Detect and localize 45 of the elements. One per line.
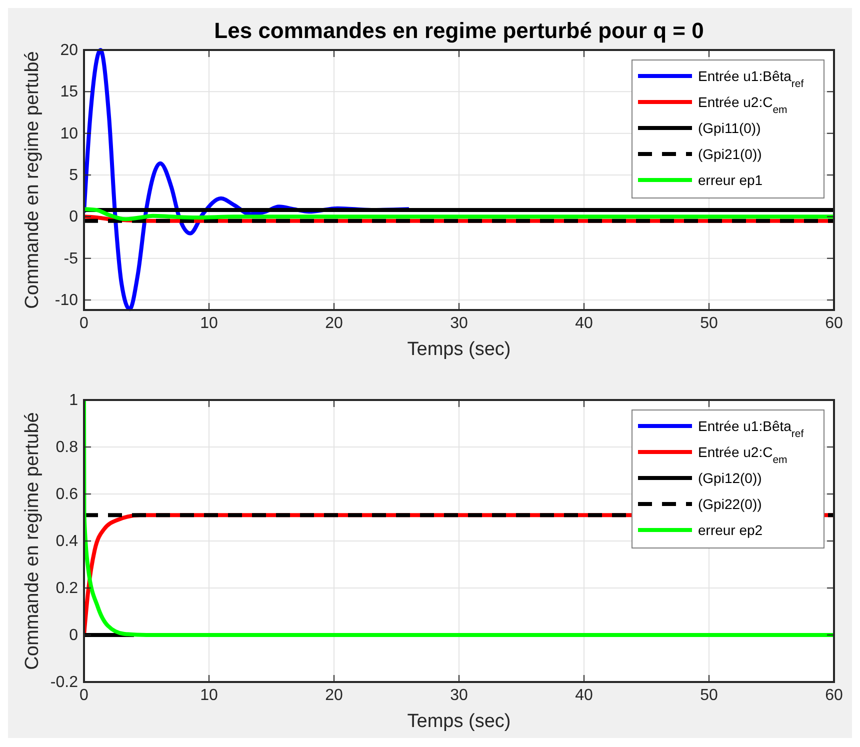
legend-label: (Gpi21(0)) [698, 146, 762, 162]
y-tick-label: 0.2 [56, 580, 78, 597]
legend-label: (Gpi11(0)) [698, 120, 761, 136]
legend-label: Entrée u1:Bêta$_{ref}$ [698, 68, 804, 90]
line-series [84, 207, 834, 222]
legend-label: erreur ep1 [698, 172, 763, 188]
legend-label: erreur ep2 [698, 522, 763, 538]
x-tick-label: 40 [575, 687, 593, 704]
y-tick-label: 15 [60, 84, 78, 101]
x-tick-label: 10 [200, 687, 218, 704]
x-tick-label: 40 [575, 315, 593, 332]
y-tick-label: 0.8 [56, 439, 78, 456]
y-tick-label: 0.4 [56, 533, 78, 550]
x-tick-label: 20 [325, 687, 343, 704]
y-tick-label: 20 [60, 42, 78, 59]
y-tick-label: -5 [64, 250, 78, 268]
x-tick-label: 50 [700, 315, 718, 332]
x-tick-label: 60 [825, 687, 843, 704]
y-tick-label: 0.6 [56, 486, 78, 503]
x-tick-label: 20 [325, 315, 343, 332]
legend-label: Entrée u1:Bêta$_{ref}$ [698, 418, 804, 440]
y-tick-label: -10 [54, 292, 78, 309]
legend-label: (Gpi12(0)) [698, 470, 762, 486]
legend-label: Entrée u2:C$_{em}$ [698, 444, 788, 466]
x-tick-label: 10 [200, 315, 218, 332]
x-tick-label: 50 [700, 687, 718, 704]
y-tick-label: 1 [69, 392, 78, 409]
x-tick-label: 30 [450, 687, 468, 704]
y-tick-label: 0 [69, 627, 78, 644]
legend-label: Entrée u2:C$_{em}$ [698, 94, 788, 116]
y-axis-title: Commande en regime pertubé [22, 412, 43, 670]
x-axis-title: Temps (sec) [407, 711, 511, 732]
x-tick-label: 0 [80, 315, 89, 332]
chart-title: Les commandes en regime perturbé pour q = 0 [214, 18, 704, 43]
y-tick-label: -0.2 [50, 674, 78, 691]
y-tick-label: 0 [69, 208, 78, 226]
y-tick-label: 10 [60, 125, 78, 142]
line-series [84, 398, 834, 637]
x-tick-label: 30 [450, 315, 468, 332]
y-tick-label: 5 [69, 167, 78, 184]
x-tick-label: 60 [825, 315, 843, 332]
x-tick-label: 0 [80, 687, 89, 704]
legend-label: (Gpi22(0)) [698, 496, 762, 512]
y-axis-title: Commande en regime pertubé [22, 51, 43, 309]
x-axis-title: Temps (sec) [407, 339, 511, 360]
